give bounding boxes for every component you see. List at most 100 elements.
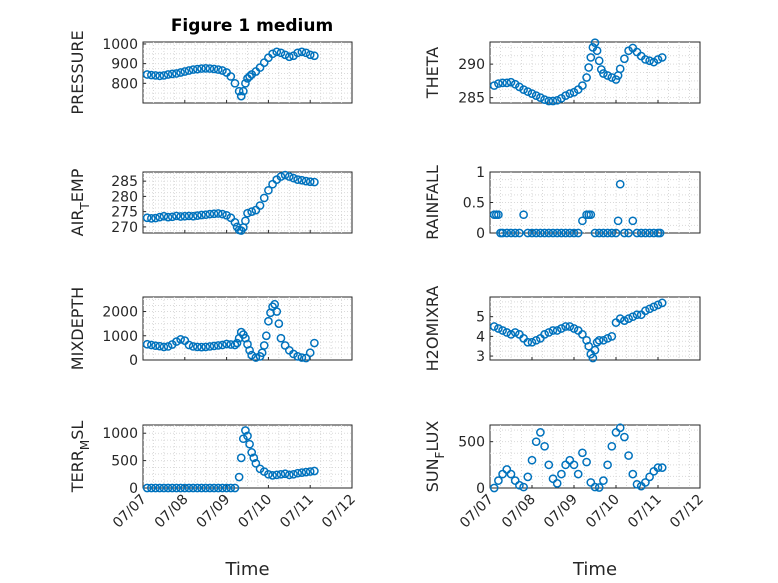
data-point <box>155 71 165 81</box>
data-point <box>489 483 499 493</box>
data-point <box>573 469 583 479</box>
data-point <box>603 460 612 470</box>
panel-theta: 285 290 THETA <box>423 38 701 107</box>
data-point <box>590 345 600 355</box>
x-tick-label: 07/07 <box>457 492 497 532</box>
data-point <box>184 211 194 221</box>
data-point <box>251 353 261 362</box>
data-point <box>510 228 520 238</box>
data-point <box>251 458 261 468</box>
data-point <box>544 460 554 470</box>
data-point <box>578 81 587 90</box>
data-point <box>284 470 294 480</box>
data-point <box>205 483 215 493</box>
y-axis-label: RAINFALL <box>423 165 442 240</box>
data-point <box>209 64 219 74</box>
y-axis-label: PRESSURE <box>68 30 87 114</box>
data-point <box>578 216 587 226</box>
data-point <box>305 348 315 358</box>
data-point <box>155 483 165 493</box>
data-point <box>188 483 198 493</box>
data-point <box>255 201 265 210</box>
data-point <box>167 69 177 79</box>
data-point <box>255 63 265 72</box>
data-point <box>197 64 206 73</box>
data-point <box>620 54 629 64</box>
data-point <box>201 64 211 73</box>
data-point <box>293 48 303 58</box>
data-point <box>167 483 177 493</box>
data-point <box>523 87 533 96</box>
data-point <box>607 228 617 238</box>
data-point <box>573 228 583 238</box>
plot-area <box>142 424 353 489</box>
data-point <box>657 298 667 308</box>
x-axis-label: Time <box>572 559 617 580</box>
data-point <box>310 177 319 187</box>
data-point <box>527 337 537 347</box>
data-point <box>515 228 524 238</box>
x-tick-label: 07/11 <box>277 492 317 532</box>
data-point <box>544 328 554 337</box>
data-point <box>641 228 650 238</box>
data-point <box>172 337 181 346</box>
y-tick-label: 280 <box>111 189 138 205</box>
data-point <box>502 328 512 337</box>
x-tick-label: 07/11 <box>625 492 665 532</box>
data-point <box>628 312 638 322</box>
data-point <box>247 207 257 216</box>
data-point <box>230 78 240 88</box>
data-point <box>527 455 537 465</box>
data-point <box>489 81 499 90</box>
data-point <box>552 95 562 105</box>
data-point <box>236 327 246 337</box>
data-point <box>289 469 298 479</box>
data-point <box>594 228 604 238</box>
data-point <box>289 173 298 183</box>
panel-rainfall: 0 0.5 1 RAINFALL <box>423 165 701 242</box>
data-point <box>594 483 604 492</box>
y-tick-label: 285 <box>458 91 485 107</box>
data-point <box>241 216 250 226</box>
data-point <box>197 210 206 220</box>
data-point <box>226 72 236 81</box>
data-point <box>234 86 244 96</box>
data-point <box>205 64 215 73</box>
data-point <box>188 342 198 351</box>
data-point <box>243 431 252 441</box>
data-point <box>230 217 240 227</box>
figure-title: Figure 1 medium <box>171 16 333 36</box>
x-axis-label: Time <box>224 559 269 580</box>
y-tick-label: 0 <box>476 226 485 242</box>
panel-h2omixra: 3 4 5 H2OMIXRA <box>423 286 701 371</box>
data-point <box>188 65 198 74</box>
data-point <box>615 314 625 324</box>
data-point <box>249 453 259 463</box>
data-point <box>641 478 650 487</box>
data-point <box>180 211 190 221</box>
data-point <box>232 338 242 348</box>
data-point <box>218 483 227 493</box>
data-point <box>197 342 206 352</box>
data-point <box>310 466 319 476</box>
data-point <box>272 47 282 57</box>
y-tick-label: 0.5 <box>463 196 485 212</box>
x-tick-label: 07/09 <box>541 492 581 532</box>
data-point <box>632 228 642 238</box>
plot-area <box>489 424 701 489</box>
data-point <box>548 96 558 106</box>
data-point <box>531 228 541 238</box>
y-axis-label: SUNFLUX <box>423 421 447 493</box>
data-point <box>527 89 537 98</box>
data-point <box>172 69 181 78</box>
data-point <box>213 209 223 218</box>
data-point <box>548 326 558 335</box>
data-point <box>586 53 596 62</box>
data-point <box>578 330 587 339</box>
data-point <box>588 353 598 363</box>
data-point <box>259 58 269 68</box>
data-point <box>620 316 629 325</box>
data-point <box>241 78 250 88</box>
data-point <box>603 228 612 238</box>
data-point <box>548 228 558 238</box>
